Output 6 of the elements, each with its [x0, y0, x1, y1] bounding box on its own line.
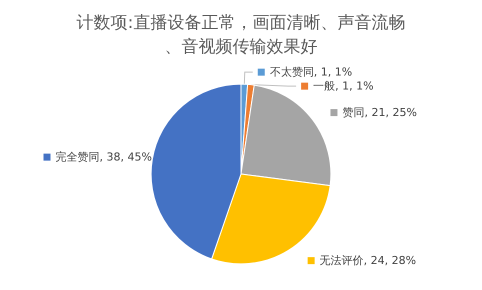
chart-title: 计数项:直播设备正常，画面清晰、声音流畅、音视频传输效果好: [76, 13, 406, 57]
legend-label: 赞同, 21, 25%: [342, 106, 417, 120]
legend-label: 一般, 1, 1%: [313, 80, 374, 93]
legend-label: 无法评价, 24, 28%: [320, 254, 416, 268]
legend-label: 完全赞同, 38, 45%: [56, 150, 152, 164]
legend-label: 不太赞同, 1, 1%: [270, 66, 352, 79]
